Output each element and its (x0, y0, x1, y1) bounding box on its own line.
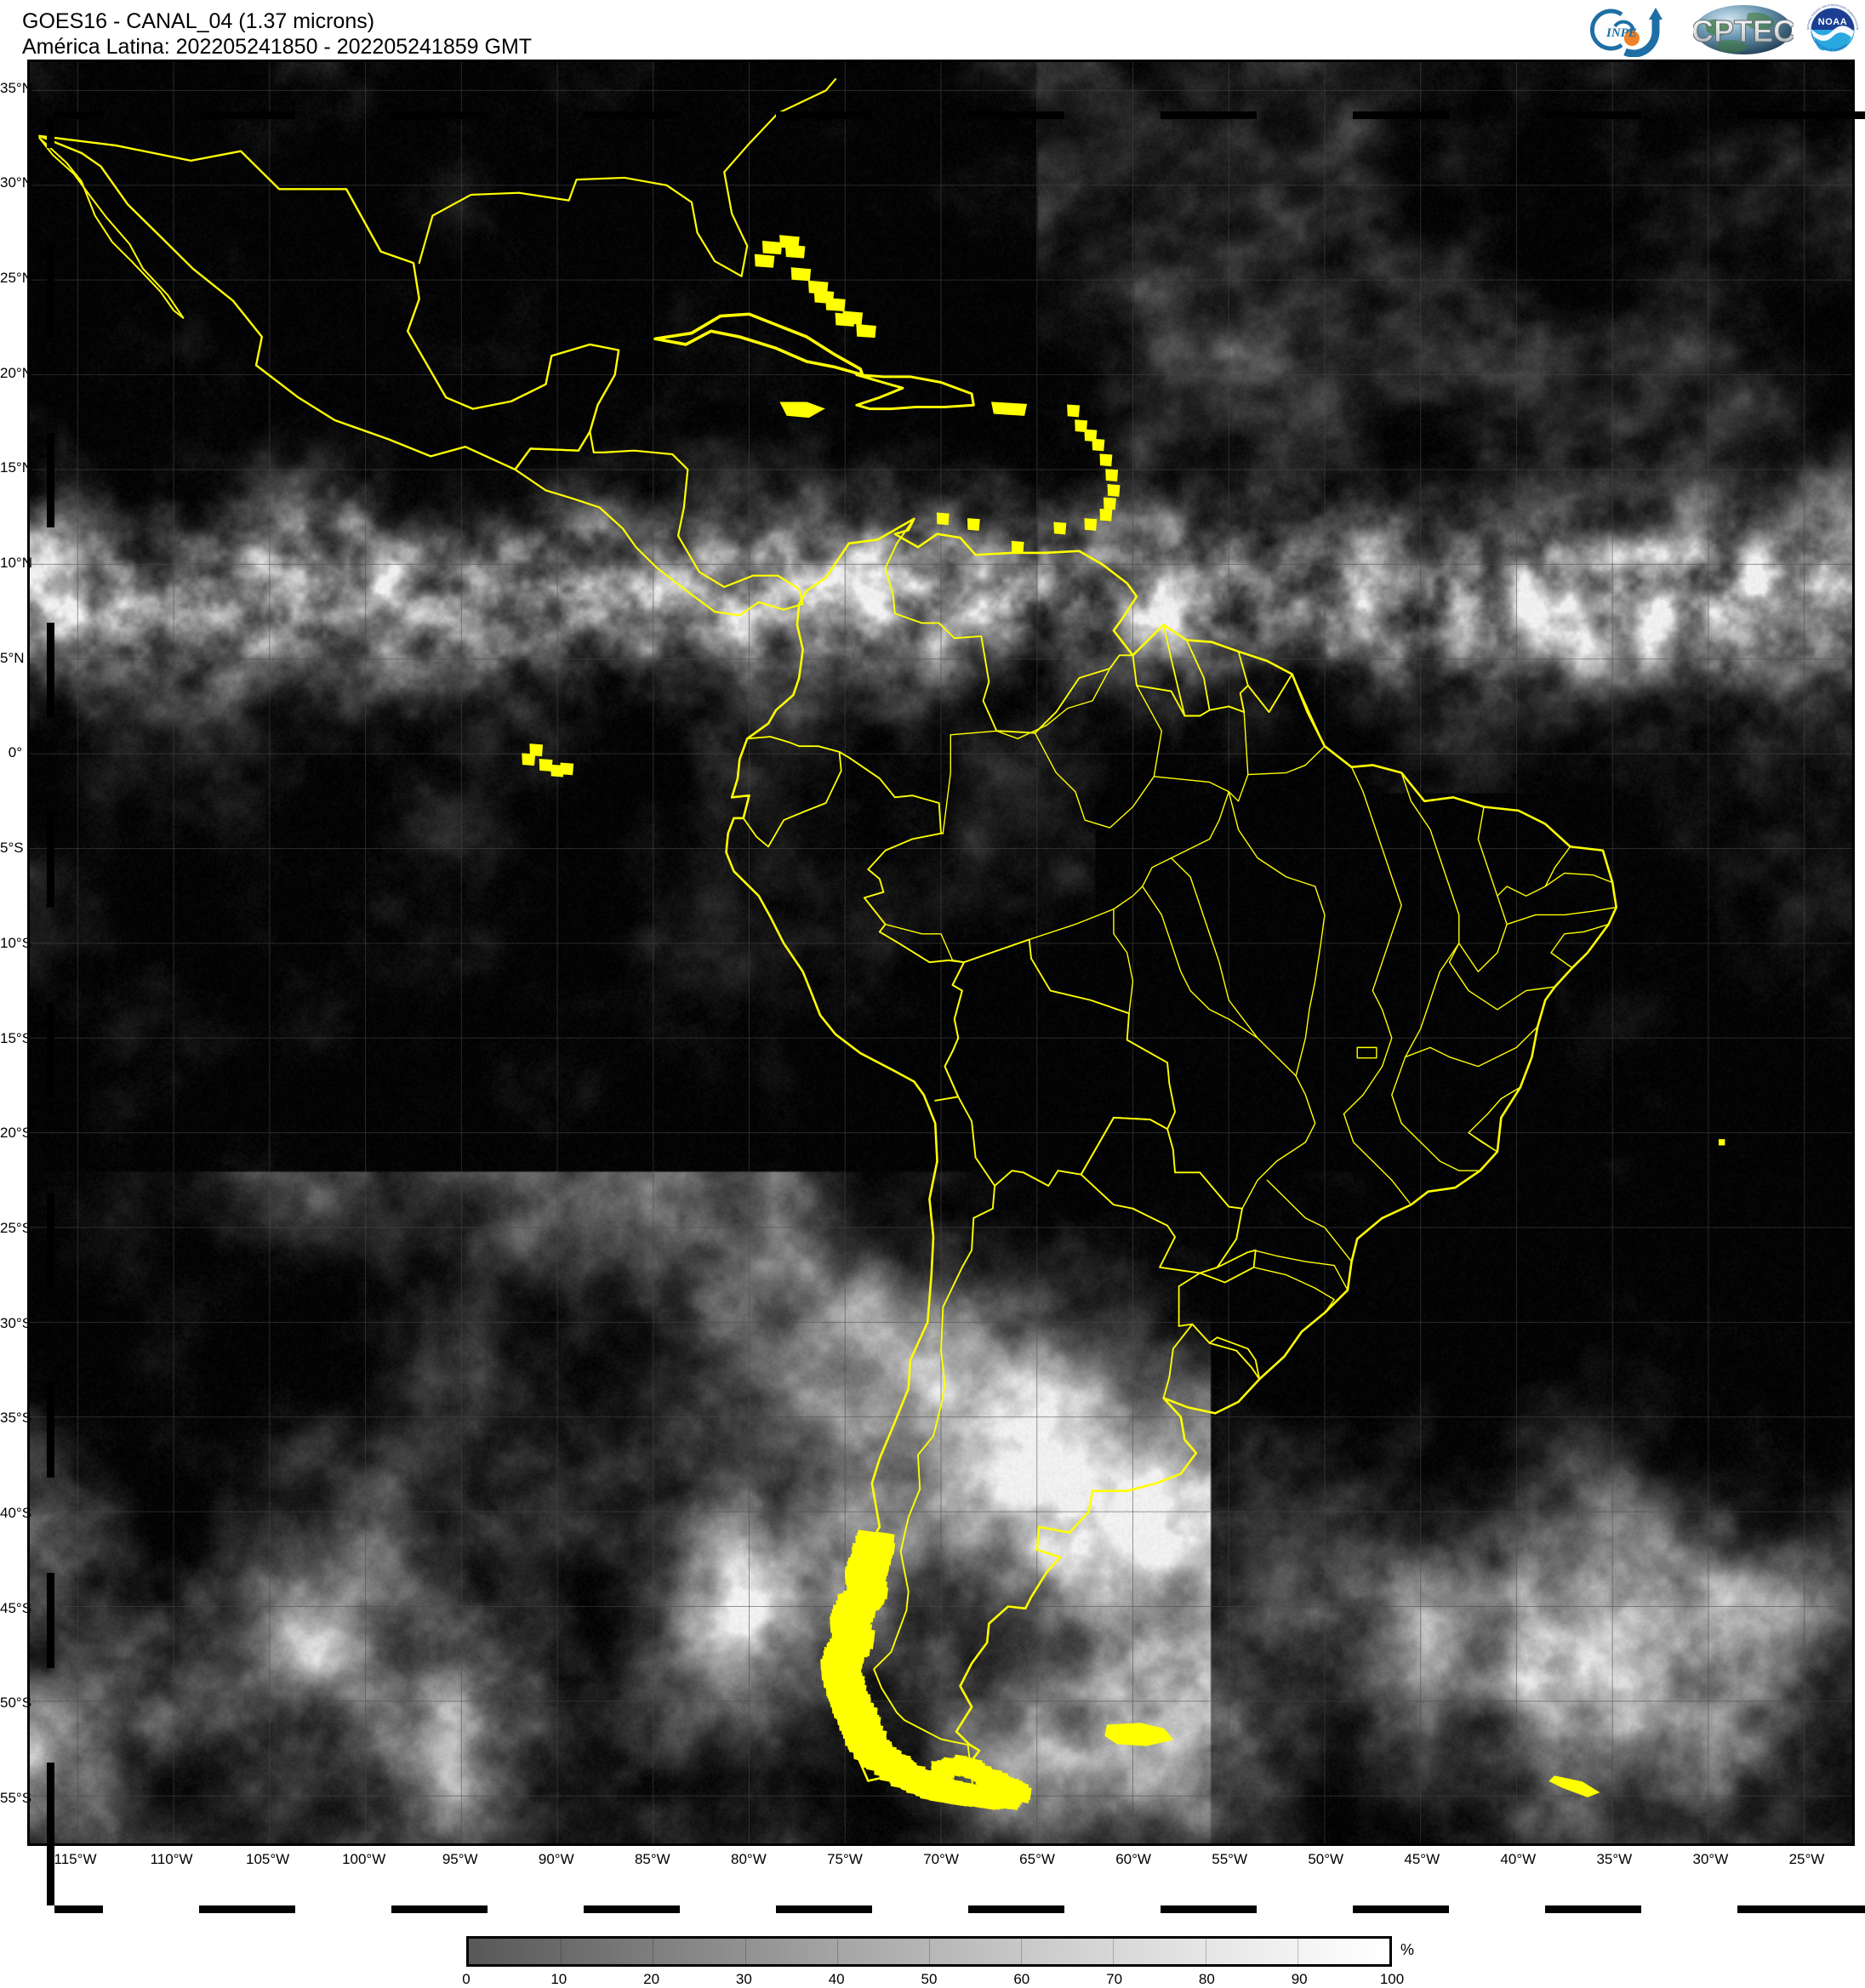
colorbar-tick-label: 20 (643, 1971, 659, 1988)
lat-tick-label: 25°N (0, 270, 22, 287)
colorbar-tick-label: 80 (1199, 1971, 1215, 1988)
lat-tick-label: 50°S (0, 1695, 22, 1712)
lat-tick-label: 10°N (0, 555, 22, 572)
inpe-logo-icon: INPE (1589, 3, 1681, 57)
lon-tick-label: 50°W (1308, 1851, 1343, 1868)
lon-tick-label: 60°W (1115, 1851, 1151, 1868)
colorbar-tick-label: 10 (550, 1971, 567, 1988)
colorbar-tick-label: 30 (736, 1971, 752, 1988)
lat-tick-label: 15°S (0, 1030, 22, 1047)
lat-tick-label: 20°S (0, 1125, 22, 1142)
lat-tick-label: 35°N (0, 80, 22, 97)
colorbar-tick (561, 1939, 562, 1964)
map-borders-yellow (39, 79, 1724, 1809)
lat-tick-label: 40°S (0, 1505, 22, 1522)
header-bar: GOES16 - CANAL_04 (1.37 microns) América… (0, 0, 1865, 60)
cptec-logo: CPTEC (1693, 3, 1794, 56)
lon-tick-label: 65°W (1019, 1851, 1055, 1868)
colorbar-tick-label: 70 (1106, 1971, 1122, 1988)
colorbar-tick (1113, 1939, 1114, 1964)
lon-tick-label: 30°W (1693, 1851, 1729, 1868)
logo-group: INPE (1589, 2, 1860, 58)
lat-tick-label: 25°S (0, 1220, 22, 1237)
lon-tick-label: 110°W (151, 1851, 193, 1868)
frame-ticks-bottom (54, 1905, 1865, 1913)
map-vector-overlay (30, 62, 1852, 1843)
lat-tick-label: 15°N (0, 459, 22, 476)
noaa-logo: NOAA NATIONAL OCEANIC AND ATMOSPHERIC AD… (1805, 3, 1860, 57)
colorbar-unit-label: % (1400, 1941, 1414, 1959)
page-title: GOES16 - CANAL_04 (1.37 microns) América… (22, 9, 532, 60)
svg-text:NOAA: NOAA (1818, 17, 1847, 27)
lat-tick-label: 55°S (0, 1790, 22, 1807)
colorbar-tick-label: 40 (829, 1971, 845, 1988)
noaa-logo-icon: NOAA NATIONAL OCEANIC AND ATMOSPHERIC AD… (1805, 3, 1860, 57)
colorbar-tick-label: 50 (921, 1971, 938, 1988)
lon-tick-label: 90°W (539, 1851, 574, 1868)
lon-tick-label: 105°W (246, 1851, 289, 1868)
map-gridlines (30, 62, 1852, 1843)
lat-tick-label: 30°S (0, 1315, 22, 1332)
lat-tick-label: 20°N (0, 365, 22, 382)
colorbar-tick (745, 1939, 746, 1964)
lon-tick-label: 85°W (635, 1851, 670, 1868)
colorbar-tick-label: 100 (1380, 1971, 1404, 1988)
lat-tick-label: 5°N (0, 650, 22, 667)
lat-tick-label: 45°S (0, 1600, 22, 1617)
map-frame[interactable] (27, 60, 1855, 1846)
lon-tick-label: 115°W (54, 1851, 97, 1868)
svg-text:INPE: INPE (1605, 26, 1637, 40)
lat-tick-label: 5°S (0, 840, 22, 857)
lon-tick-label: 55°W (1212, 1851, 1247, 1868)
lat-tick-label: 10°S (0, 935, 22, 952)
lon-tick-label: 40°W (1500, 1851, 1536, 1868)
colorbar-gradient[interactable] (466, 1936, 1392, 1967)
lat-tick-label: 30°N (0, 174, 22, 191)
colorbar-tick-label: 90 (1292, 1971, 1308, 1988)
title-line-region-time: América Latina: 202205241850 - 202205241… (22, 34, 532, 60)
svg-text:CPTEC: CPTEC (1693, 14, 1794, 48)
title-line-product: GOES16 - CANAL_04 (1.37 microns) (22, 9, 532, 34)
lon-tick-label: 80°W (731, 1851, 767, 1868)
lon-tick-label: 45°W (1404, 1851, 1440, 1868)
lon-tick-label: 95°W (442, 1851, 478, 1868)
lon-tick-label: 100°W (342, 1851, 385, 1868)
lat-tick-label: 35°S (0, 1410, 22, 1427)
lon-tick-label: 75°W (827, 1851, 863, 1868)
colorbar-tick (929, 1939, 930, 1964)
colorbar-tick (837, 1939, 838, 1964)
colorbar-tick-label: 0 (462, 1971, 470, 1988)
lon-tick-label: 25°W (1789, 1851, 1825, 1868)
inpe-logo: INPE (1589, 3, 1681, 57)
colorbar-tick-label: 60 (1013, 1971, 1029, 1988)
cptec-logo-icon: CPTEC (1693, 3, 1794, 56)
satellite-map-region[interactable] (27, 60, 1855, 1846)
lon-tick-label: 35°W (1596, 1851, 1632, 1868)
colorbar-tick (1021, 1939, 1022, 1964)
lon-tick-label: 70°W (923, 1851, 959, 1868)
lat-tick-label: 0° (0, 744, 22, 761)
